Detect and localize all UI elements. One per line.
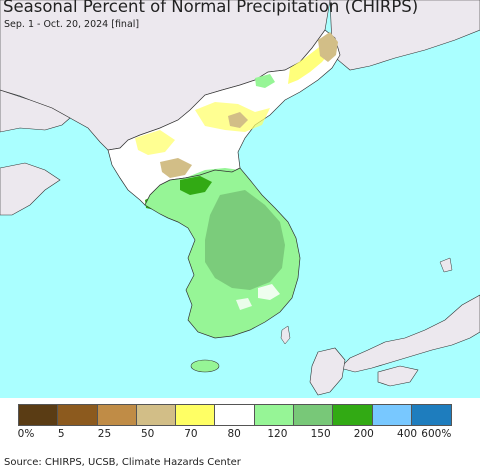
legend-swatch <box>58 405 98 425</box>
legend-tick-label: 120 <box>267 428 288 440</box>
source-credit: Source: CHIRPS, UCSB, Climate Hazards Ce… <box>4 457 241 468</box>
legend-tick-label: 600% <box>421 428 452 440</box>
japan-kyushu <box>309 347 346 396</box>
legend-swatch <box>136 405 177 425</box>
legend-swatch <box>215 405 255 425</box>
nk-tan-northeast <box>318 32 338 62</box>
legend-tick-label: 400 <box>397 428 418 440</box>
japan-honshu <box>339 294 480 373</box>
map-title: Seasonal Percent of Normal Precipitation… <box>3 0 419 16</box>
legend-tick-label: 200 <box>353 428 374 440</box>
legend-tick-label: 70 <box>184 428 198 440</box>
legend-swatch <box>176 405 216 425</box>
tsushima-island <box>280 325 291 345</box>
legend-swatch <box>19 405 59 425</box>
nk-tan-southwest <box>160 158 192 178</box>
map-subtitle: Sep. 1 - Oct. 20, 2024 [final] <box>4 19 140 30</box>
sk-medium-green <box>205 190 285 290</box>
sk-white-patch-2 <box>236 298 252 310</box>
sk-white-patch <box>258 284 280 300</box>
legend-tick-label: 0% <box>17 428 35 440</box>
japan-shikoku <box>377 365 419 387</box>
nk-yellow-west <box>135 130 175 155</box>
japan-hokkaido-tip <box>439 257 453 273</box>
jeju-island <box>190 359 220 373</box>
nk-tan-central <box>228 112 248 128</box>
legend-tick-label: 150 <box>310 428 331 440</box>
legend-swatch <box>333 405 373 425</box>
legend-swatch <box>294 405 334 425</box>
sk-darkgreen-nw <box>180 176 212 195</box>
legend-swatch <box>254 405 295 425</box>
nk-green-east <box>255 74 275 88</box>
legend-swatch <box>97 405 137 425</box>
liaodong-peninsula <box>0 89 71 133</box>
legend-tick-label: 25 <box>97 428 112 440</box>
legend-swatch <box>372 405 412 425</box>
legend-tick-label: 50 <box>141 428 155 440</box>
legend-tick-label: 80 <box>227 428 241 440</box>
legend-swatch <box>411 405 452 425</box>
legend-tick-label: 5 <box>57 428 65 440</box>
shandong-peninsula <box>0 162 61 216</box>
legend-colorbar <box>18 404 453 426</box>
